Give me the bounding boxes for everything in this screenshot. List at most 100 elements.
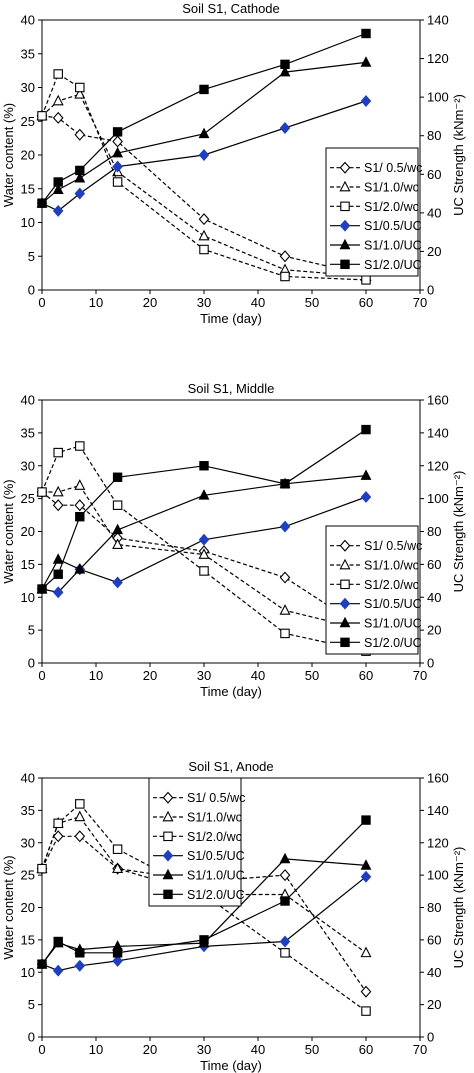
x-tick-label: 0 bbox=[38, 295, 45, 310]
y2-tick-label: 60 bbox=[427, 167, 441, 182]
data-point bbox=[74, 171, 86, 183]
data-point bbox=[199, 244, 209, 255]
data-point bbox=[112, 948, 123, 958]
legend: S1/ 0.5/wc S1/1.0/wc S1/2.0/wc S1/0.5/UC S1/… bbox=[148, 777, 245, 907]
data-point bbox=[199, 461, 209, 471]
data-point bbox=[198, 149, 210, 161]
data-point bbox=[37, 959, 47, 969]
data-point bbox=[37, 863, 47, 874]
y-tick-label: 40 bbox=[21, 771, 35, 786]
y2-tick-label: 20 bbox=[427, 244, 441, 259]
data-point bbox=[52, 94, 64, 106]
legend-label: S1/2.0/wc bbox=[187, 830, 242, 844]
legend-marker bbox=[162, 791, 174, 804]
y2-tick-label: 100 bbox=[427, 491, 449, 506]
x-tick-label: 70 bbox=[413, 1042, 427, 1057]
data-point bbox=[52, 485, 64, 497]
data-point bbox=[75, 441, 85, 451]
series bbox=[36, 95, 372, 217]
x-tick-label: 20 bbox=[143, 668, 157, 683]
x-tick-label: 70 bbox=[413, 295, 427, 310]
legend-label: S1/2.0/wc bbox=[364, 578, 419, 592]
data-point bbox=[52, 499, 64, 512]
x-tick-label: 60 bbox=[359, 295, 373, 310]
x-tick-label: 30 bbox=[197, 295, 211, 310]
y2-axis-label: UC Strength (kNm⁻²) bbox=[451, 847, 466, 969]
y-axis-label: Water content (%) bbox=[1, 479, 16, 583]
x-axis-label: Time (day) bbox=[200, 684, 262, 699]
data-point bbox=[360, 491, 372, 503]
data-point bbox=[360, 95, 372, 107]
data-point bbox=[198, 229, 210, 241]
data-point bbox=[52, 111, 64, 124]
y2-tick-label: 120 bbox=[427, 458, 449, 473]
y2-tick-label: 120 bbox=[427, 835, 449, 850]
y-tick-label: 35 bbox=[21, 425, 35, 440]
y-tick-label: 10 bbox=[21, 215, 35, 230]
y-tick-label: 20 bbox=[21, 524, 35, 539]
y-tick-label: 5 bbox=[28, 997, 35, 1012]
legend-marker bbox=[340, 637, 350, 648]
y-tick-label: 25 bbox=[21, 868, 35, 883]
legend-label: S1/1.0/wc bbox=[364, 559, 419, 573]
data-point bbox=[199, 935, 209, 945]
y2-axis-label: UC Strength (kNm⁻²) bbox=[451, 94, 466, 216]
legend-label: S1/2.0/wc bbox=[364, 200, 419, 214]
series-line bbox=[41, 491, 367, 631]
data-point bbox=[199, 84, 209, 95]
data-point bbox=[74, 810, 86, 822]
series bbox=[36, 56, 372, 208]
data-point bbox=[198, 548, 210, 559]
y-tick-label: 0 bbox=[28, 1030, 35, 1045]
legend-marker bbox=[339, 539, 351, 552]
y2-tick-label: 160 bbox=[427, 771, 449, 786]
y2-tick-label: 20 bbox=[427, 623, 441, 638]
data-point bbox=[112, 538, 124, 550]
y2-tick-label: 80 bbox=[427, 128, 441, 143]
data-point bbox=[279, 869, 291, 882]
x-tick-label: 60 bbox=[359, 1042, 373, 1057]
y2-tick-label: 0 bbox=[427, 1030, 434, 1045]
data-point bbox=[74, 479, 86, 490]
data-point bbox=[53, 447, 63, 458]
data-point bbox=[112, 576, 123, 589]
y2-tick-label: 40 bbox=[427, 205, 441, 220]
data-point bbox=[280, 479, 290, 489]
data-point bbox=[112, 177, 123, 187]
y-tick-label: 20 bbox=[21, 148, 35, 163]
legend-label: S1/0.5/UC bbox=[364, 219, 422, 233]
y-tick-label: 10 bbox=[21, 965, 35, 980]
data-point bbox=[53, 936, 63, 947]
data-point bbox=[360, 985, 372, 998]
data-point bbox=[279, 250, 291, 263]
x-tick-label: 40 bbox=[251, 295, 265, 310]
data-point bbox=[112, 862, 124, 874]
y2-tick-label: 140 bbox=[427, 425, 449, 440]
x-tick-label: 50 bbox=[305, 295, 319, 310]
data-point bbox=[112, 160, 123, 173]
data-point bbox=[198, 489, 210, 500]
y-tick-label: 0 bbox=[28, 656, 35, 671]
data-point bbox=[75, 512, 85, 522]
data-point bbox=[280, 948, 290, 958]
data-point bbox=[74, 128, 86, 141]
data-point bbox=[52, 830, 64, 843]
data-point bbox=[198, 127, 210, 139]
series bbox=[37, 28, 371, 208]
x-tick-label: 20 bbox=[143, 295, 157, 310]
x-tick-label: 40 bbox=[251, 668, 265, 683]
y2-tick-label: 100 bbox=[427, 868, 449, 883]
data-point bbox=[52, 204, 64, 217]
data-point bbox=[74, 959, 86, 972]
series bbox=[37, 424, 371, 594]
data-point bbox=[112, 954, 123, 967]
x-tick-label: 40 bbox=[251, 1042, 265, 1057]
data-point bbox=[279, 604, 291, 615]
data-point bbox=[280, 59, 290, 70]
data-point bbox=[112, 472, 123, 482]
y-axis-label: Water content (%) bbox=[1, 103, 16, 207]
data-point bbox=[52, 553, 64, 564]
x-tick-label: 30 bbox=[197, 668, 211, 683]
series bbox=[36, 479, 372, 635]
